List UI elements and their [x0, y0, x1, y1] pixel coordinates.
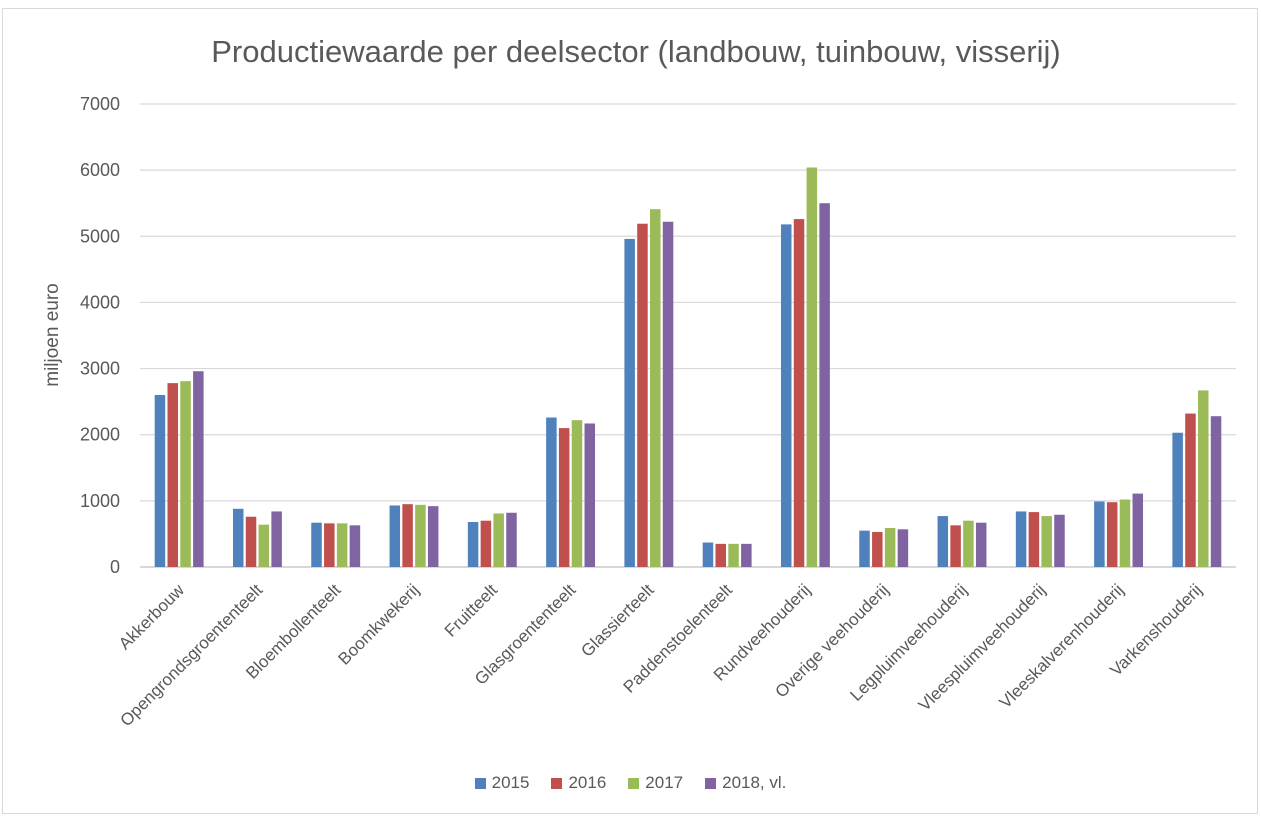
legend-item: 2015 — [474, 773, 530, 793]
bar-2015 — [311, 522, 322, 567]
bar-2015 — [467, 522, 479, 567]
bar-2016 — [324, 523, 335, 567]
bar-2015 — [1172, 432, 1183, 567]
bar-2018-vl — [271, 511, 282, 567]
chart-title: Productiewaarde per deelsector (landbouw… — [211, 34, 1061, 69]
legend-item: 2018, vl. — [705, 773, 786, 793]
bar-2017 — [884, 527, 896, 567]
y-axis-label: miljoen euro — [42, 283, 63, 387]
bar-2016 — [1028, 512, 1040, 567]
bar-2017 — [1198, 390, 1209, 567]
legend-label: 2015 — [491, 773, 530, 792]
legend-label: 2016 — [568, 773, 607, 792]
x-tick-label: Boomkwekerij — [335, 580, 423, 668]
bar-2017 — [571, 420, 583, 567]
bar-2017 — [415, 504, 426, 567]
bar-2015 — [389, 505, 401, 567]
y-tick-label: 3000 — [80, 359, 120, 379]
bar-2016 — [872, 531, 883, 567]
y-tick-label: 0 — [110, 557, 120, 577]
x-tick-label: Akkerbouw — [115, 580, 188, 653]
y-tick-label: 7000 — [80, 94, 120, 114]
bar-2018-vl — [1210, 416, 1222, 567]
bar-2017 — [963, 520, 974, 567]
bar-2018-vl — [897, 529, 909, 567]
x-tick-label: Glassierteelt — [577, 580, 657, 660]
y-tick-label: 6000 — [80, 160, 120, 180]
bar-2017 — [1041, 516, 1052, 567]
bar-2018-vl — [819, 203, 830, 567]
bar-2015 — [1015, 511, 1027, 567]
bar-2018-vl — [1054, 514, 1065, 567]
y-tick-label: 5000 — [80, 226, 120, 246]
bar-2017 — [258, 524, 270, 567]
bar-2017 — [806, 167, 818, 568]
bar-2015 — [1094, 501, 1105, 567]
bar-2018-vl — [1132, 493, 1144, 567]
bar-2015 — [859, 530, 870, 567]
bar-2017 — [1119, 499, 1131, 567]
bar-2016 — [793, 219, 805, 568]
legend-swatch — [474, 777, 486, 789]
bar-2016 — [245, 516, 257, 567]
bar-2018-vl — [975, 522, 987, 567]
bar-2015 — [702, 542, 714, 567]
bar-2017 — [180, 381, 191, 567]
bar-2015 — [546, 417, 557, 567]
legend-item: 2017 — [628, 773, 683, 793]
bar-2016 — [402, 504, 413, 567]
x-tick-label: Fruitteelt — [441, 580, 501, 640]
bar-2017 — [728, 543, 739, 567]
bar-2016 — [637, 223, 648, 567]
bar-2016 — [950, 525, 961, 567]
bar-2016 — [167, 383, 178, 567]
bar-2018-vl — [584, 423, 596, 567]
y-tick-label: 2000 — [80, 425, 120, 445]
bar-2016 — [1185, 413, 1196, 567]
bar-2015 — [624, 238, 635, 567]
legend-swatch — [628, 777, 640, 789]
y-tick-label: 1000 — [80, 491, 120, 511]
bar-2018-vl — [193, 371, 204, 567]
legend-swatch — [551, 777, 563, 789]
x-tick-label: Vleespluimveehouderij — [915, 580, 1049, 714]
y-tick-label: 4000 — [80, 292, 120, 312]
bar-2018-vl — [741, 543, 752, 567]
bar-2018-vl — [662, 221, 674, 567]
legend: 2015 2016 2017 2018, vl. — [0, 773, 1261, 793]
legend-label: 2017 — [645, 773, 684, 792]
legend-label: 2018, vl. — [722, 773, 787, 792]
legend-swatch — [705, 777, 717, 789]
bar-2016 — [715, 543, 726, 567]
bar-2015 — [232, 508, 244, 567]
bar-2017 — [493, 513, 504, 567]
bar-2016 — [1106, 502, 1118, 567]
bar-2016 — [558, 428, 570, 567]
bar-2018-vl — [427, 506, 439, 567]
legend-item: 2016 — [551, 773, 606, 793]
bar-2015 — [154, 395, 166, 567]
x-tick-label: Opengrondsgroententeelt — [116, 580, 266, 730]
bar-2018-vl — [506, 512, 517, 567]
bar-2015 — [780, 224, 792, 567]
bar-2017 — [336, 523, 348, 567]
bar-2015 — [937, 516, 949, 567]
bar-2018-vl — [349, 525, 361, 567]
bar-2017 — [650, 209, 661, 567]
bar-2016 — [480, 520, 492, 567]
